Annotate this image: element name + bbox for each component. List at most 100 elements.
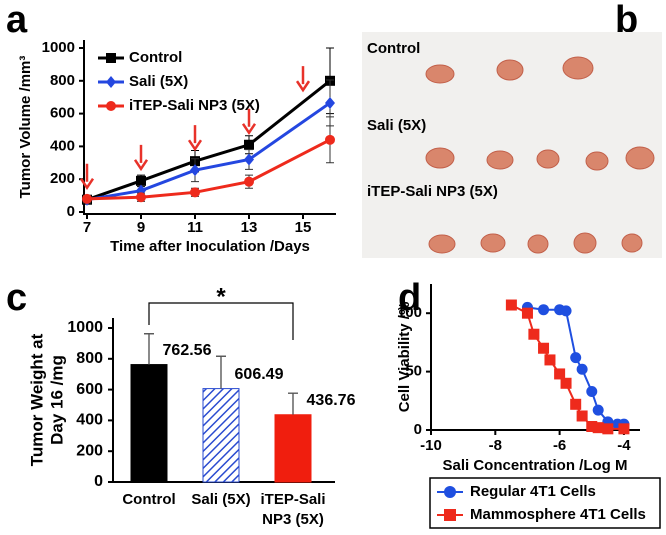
x-tick-label: 11 <box>187 219 203 236</box>
photo-label: iTEP-Sali NP3 (5X) <box>367 183 498 200</box>
x-tick-label: iTEP-Sali NP3 (5X) <box>260 491 326 528</box>
marker <box>244 139 254 150</box>
y-tick-label: 400 <box>50 137 75 154</box>
marker <box>586 420 598 432</box>
legend-label: iTEP-Sali NP3 (5X) <box>129 97 260 114</box>
bar <box>202 388 240 483</box>
marker <box>554 368 566 380</box>
marker <box>570 352 582 364</box>
error-bar-top <box>216 355 226 389</box>
legend-label: Regular 4T1 Cells <box>470 483 596 500</box>
y-tick-label: 400 <box>76 412 103 429</box>
x-tick-label: 7 <box>83 219 91 236</box>
x-axis-label: Sali Concentration /Log M <box>442 457 627 474</box>
x-tick-label: -8 <box>489 437 502 454</box>
x-tick-label: 9 <box>137 219 145 236</box>
value-label: 762.56 <box>163 342 212 359</box>
marker <box>106 53 116 63</box>
marker <box>602 423 614 435</box>
value-label: 606.49 <box>235 366 284 383</box>
dose-arrow <box>295 66 311 93</box>
significance-mark: * <box>216 283 226 310</box>
marker <box>592 422 604 434</box>
y-tick-label: 0 <box>67 203 75 220</box>
marker <box>586 385 598 397</box>
error-bar-top <box>288 392 298 415</box>
x-tick-label: 15 <box>295 219 312 236</box>
y-tick-label: 800 <box>76 350 103 367</box>
marker <box>538 304 550 316</box>
y-axis-label: Tumor Volume /mm³ <box>17 56 34 199</box>
marker <box>82 193 92 204</box>
y-tick-label: 600 <box>50 105 75 122</box>
marker <box>592 404 604 416</box>
significance-bracket <box>148 302 294 340</box>
y-tick-label: 1000 <box>42 39 75 56</box>
marker <box>244 153 254 166</box>
bar <box>130 364 168 483</box>
marker <box>521 307 533 319</box>
series-line <box>86 138 331 201</box>
series-line <box>86 101 331 202</box>
legend-label: Control <box>129 49 182 66</box>
marker <box>190 187 200 198</box>
marker <box>136 192 146 203</box>
legend-label: Sali (5X) <box>129 73 188 90</box>
y-tick-label: 0 <box>94 473 103 490</box>
panel-label: c <box>6 277 27 319</box>
value-label: 436.76 <box>307 392 356 409</box>
marker <box>136 175 146 186</box>
marker <box>576 410 588 422</box>
marker <box>106 101 116 111</box>
dose-arrow <box>187 125 203 152</box>
photo-label: Control <box>367 40 420 57</box>
x-axis-label: Time after Inoculation /Days <box>110 238 310 255</box>
y-tick-label: 200 <box>76 442 103 459</box>
y-tick-label: 200 <box>50 170 75 187</box>
photo-label: Sali (5X) <box>367 117 426 134</box>
x-tick-label: -10 <box>420 437 442 454</box>
marker <box>325 134 335 145</box>
marker <box>528 328 540 340</box>
photo: Control Sali (5X) iTEP-Sali NP3 (5X) <box>362 32 662 258</box>
y-tick-label: 1000 <box>67 319 103 336</box>
legend-box <box>429 477 661 529</box>
y-tick-label: 50 <box>405 363 422 380</box>
marker <box>570 398 582 410</box>
marker <box>576 363 588 375</box>
x-tick-label: -4 <box>617 437 631 454</box>
dose-arrow <box>133 144 149 172</box>
marker <box>505 299 517 311</box>
panel-label: a <box>6 0 28 41</box>
marker <box>325 96 335 109</box>
marker <box>560 305 572 317</box>
marker <box>106 76 116 88</box>
marker <box>444 486 456 498</box>
marker <box>560 377 572 389</box>
x-tick-label: 13 <box>241 219 258 236</box>
bar <box>274 414 312 483</box>
y-tick-label: 0 <box>414 421 422 438</box>
dose-arrow <box>241 108 257 136</box>
error-bar-top <box>144 333 154 365</box>
panel-label: d <box>398 277 421 319</box>
dose-arrow <box>79 163 95 190</box>
x-tick-label: Sali (5X) <box>191 491 251 508</box>
x-tick-label: Control <box>122 491 176 508</box>
y-tick-label: 800 <box>50 72 75 89</box>
marker <box>538 342 550 354</box>
y-tick-label: 100 <box>397 304 422 321</box>
legend-label: Mammosphere 4T1 Cells <box>470 506 646 523</box>
marker <box>190 164 200 177</box>
x-tick-label: -6 <box>553 437 566 454</box>
y-tick-label: 600 <box>76 381 103 398</box>
marker <box>544 354 556 366</box>
marker <box>618 423 630 435</box>
y-axis-label: Cell Viability /% <box>396 302 413 413</box>
marker <box>444 509 456 521</box>
y-axis-label: Tumor Weight at Day 16 /mg <box>27 333 67 467</box>
marker <box>244 176 254 187</box>
panel-label: b <box>615 0 638 41</box>
